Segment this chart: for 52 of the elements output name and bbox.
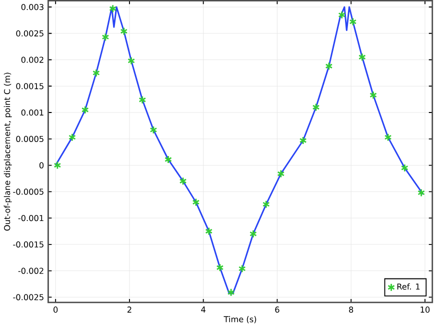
- point: [102, 32, 110, 42]
- point: [150, 126, 158, 134]
- point: [179, 176, 187, 186]
- y-tick-label: -0.0015: [13, 241, 44, 248]
- x-axis-title: Time (s): [224, 316, 256, 324]
- y-tick-label: 0.0025: [16, 30, 44, 36]
- point: [370, 90, 377, 100]
- point: [299, 136, 307, 145]
- x-tick-label: 8: [349, 306, 354, 313]
- point: [164, 155, 172, 164]
- point: [238, 264, 246, 273]
- point: [120, 27, 128, 36]
- x-tick-label: 4: [201, 306, 206, 312]
- point: [205, 226, 213, 236]
- y-tick-label: -0.0025: [13, 294, 44, 300]
- point: [81, 106, 89, 114]
- y-tick-label: -0.001: [18, 214, 44, 222]
- point: [418, 188, 425, 197]
- point: [384, 133, 392, 142]
- y-tick-label: -0.002: [18, 268, 44, 274]
- point: [109, 4, 117, 13]
- point: [338, 10, 346, 20]
- point: [68, 133, 76, 142]
- point: [358, 52, 366, 62]
- point: [277, 169, 285, 178]
- point: [349, 18, 357, 26]
- point: [92, 68, 100, 78]
- point: [400, 164, 408, 172]
- y-tick-label: 0.002: [21, 56, 44, 63]
- point: [54, 161, 62, 170]
- x-tick-label: 10: [420, 306, 430, 313]
- x-tick-label: 6: [275, 306, 280, 313]
- y-tick-label: -0.0005: [13, 188, 44, 195]
- line-series: [54, 6, 424, 294]
- point: [128, 56, 136, 65]
- y-tick-label: 0: [39, 162, 44, 168]
- y-tick-label: 0.0015: [16, 83, 44, 90]
- x-tick-label: 2: [127, 306, 132, 313]
- y-tick-label: 0.0005: [16, 136, 44, 142]
- legend-label: Ref. 1: [397, 283, 420, 290]
- point: [325, 62, 333, 70]
- point: [192, 198, 200, 206]
- y-tick-label: 0.003: [21, 4, 44, 10]
- point: [312, 103, 320, 112]
- y-axis-title: Out-of-plane displacement, point C (m): [4, 72, 12, 231]
- point: [216, 263, 224, 272]
- point: [262, 200, 270, 208]
- point: [138, 96, 146, 104]
- x-tick-label: 0: [54, 306, 58, 313]
- point: [249, 230, 257, 238]
- point: [227, 288, 235, 297]
- y-tick-label: 0.001: [21, 109, 44, 116]
